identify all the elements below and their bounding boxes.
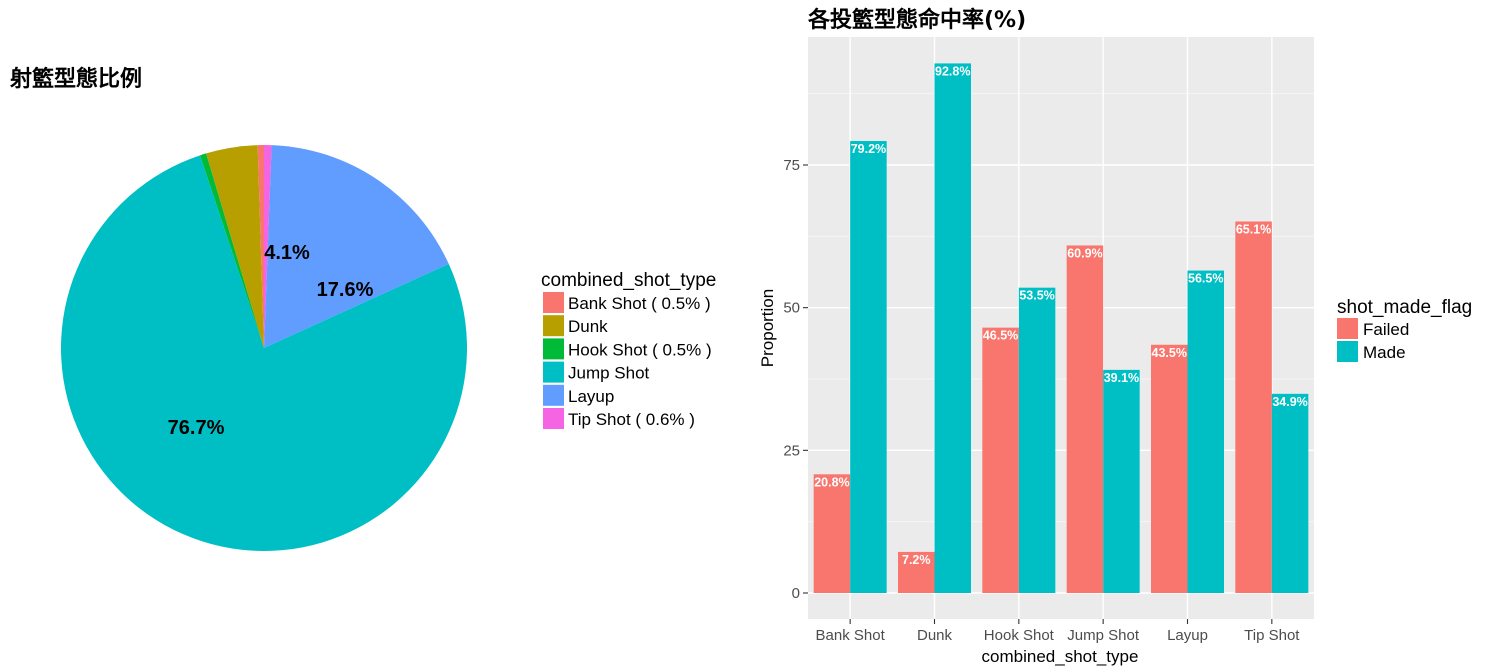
bar-legend: shot_made_flag Failed Made <box>1337 297 1472 362</box>
pie-title: 射籃型態比例 <box>9 66 142 92</box>
pie-slice-hook-shot <box>200 153 264 348</box>
bars <box>813 63 1309 594</box>
y-tick-label: 75 <box>783 157 800 174</box>
pie-legend-label-dunk: Dunk <box>568 317 608 336</box>
pie-labels: 4.1% 17.6% 76.7% <box>168 242 374 439</box>
x-tick-label-dunk: Dunk <box>917 627 953 644</box>
bar-failed-bank-shot <box>813 474 851 593</box>
bar-label-made-tip-shot: 34.9% <box>1272 395 1307 409</box>
pie-legend-label-jump-shot: Jump Shot <box>568 364 650 383</box>
pie-slice-jump-shot <box>61 155 468 551</box>
bar-chart: 各投籃型態命中率(%) 20.8% 79.2% 7.2% 92.8% 46.5% 53.5… <box>758 7 1472 666</box>
x-tick-label-tip-shot: Tip Shot <box>1244 627 1300 644</box>
bar-made-hook-shot <box>1018 287 1056 593</box>
bar-legend-label-made: Made <box>1363 343 1406 362</box>
pie-legend: combined_shot_type Bank Shot ( 0.5% ) Dun… <box>541 270 716 429</box>
pie-legend-key-dunk <box>543 315 564 337</box>
pie-legend-key-bank-shot <box>543 292 564 313</box>
bar-legend-key-failed <box>1337 318 1358 339</box>
pie-legend-title: combined_shot_type <box>541 270 716 291</box>
bar-legend-title: shot_made_flag <box>1337 297 1472 318</box>
pie-slice-tip-shot <box>264 145 272 348</box>
x-tick-label-jump-shot: Jump Shot <box>1067 627 1140 644</box>
bar-label-failed-bank-shot: 20.8% <box>814 475 849 489</box>
bar-label-made-bank-shot: 79.2% <box>851 142 886 156</box>
pie-legend-label-bank-shot: Bank Shot ( 0.5% ) <box>568 294 711 313</box>
bar-made-dunk <box>934 63 971 594</box>
bar-made-layup <box>1187 270 1224 593</box>
bar-label-failed-dunk: 7.2% <box>902 553 931 567</box>
pie-slice-dunk <box>206 145 264 348</box>
bar-made-jump-shot <box>1103 369 1140 593</box>
pie-legend-key-layup <box>543 384 564 406</box>
x-tick-label-bank-shot: Bank Shot <box>816 627 886 644</box>
pie-slice-layup <box>264 145 449 348</box>
pie-legend-label-hook-shot: Hook Shot ( 0.5% ) <box>568 340 712 359</box>
pie-slice-bank-shot <box>257 145 264 348</box>
pie-label-layup: 17.6% <box>317 279 374 301</box>
pie-legend-key-hook-shot <box>543 338 564 360</box>
y-tick-label: 25 <box>783 442 800 459</box>
bar-failed-jump-shot <box>1066 245 1104 594</box>
y-axis-title: Proportion <box>758 289 777 367</box>
bar-label-made-jump-shot: 39.1% <box>1104 371 1139 385</box>
x-tick-label-layup: Layup <box>1167 627 1208 644</box>
pie-legend-key-tip-shot <box>543 408 564 429</box>
y-tick-label: 0 <box>792 585 800 602</box>
pie-label-dunk: 4.1% <box>264 242 310 264</box>
bar-label-failed-hook-shot: 46.5% <box>983 329 1018 343</box>
bar-data-labels: 20.8% 79.2% 7.2% 92.8% 46.5% 53.5% 60.9% 39.1% 4… <box>814 64 1308 566</box>
bar-legend-label-failed: Failed <box>1363 320 1409 339</box>
bar-legend-key-made <box>1337 341 1358 362</box>
pie-legend-label-layup: Layup <box>568 387 614 406</box>
bar-failed-layup <box>1151 344 1188 593</box>
bar-label-failed-layup: 43.5% <box>1152 346 1187 360</box>
bar-failed-dunk <box>898 551 935 593</box>
y-axis: 0 25 50 75 <box>783 157 808 602</box>
bar-made-bank-shot <box>850 141 887 594</box>
pie-chart: 射籃型態比例 4.1% 17.6% 76.7% combined_shot_type… <box>9 66 716 551</box>
pie-slices <box>61 145 468 551</box>
pie-legend-key-jump-shot <box>543 361 564 383</box>
pie-legend-label-tip-shot: Tip Shot ( 0.6% ) <box>568 410 695 429</box>
pie-label-jump-shot: 76.7% <box>168 417 225 439</box>
bar-failed-tip-shot <box>1235 221 1272 593</box>
y-tick-label: 50 <box>783 300 800 317</box>
bar-label-failed-jump-shot: 60.9% <box>1067 246 1102 260</box>
x-axis-title: combined_shot_type <box>982 647 1139 666</box>
x-tick-label-hook-shot: Hook Shot <box>984 627 1055 644</box>
bar-label-failed-tip-shot: 65.1% <box>1236 222 1271 236</box>
bar-label-made-dunk: 92.8% <box>935 64 970 78</box>
x-axis: Bank Shot Dunk Hook Shot Jump Shot Layup Tip … <box>816 619 1300 644</box>
bar-label-made-layup: 56.5% <box>1188 272 1223 286</box>
bar-failed-hook-shot <box>982 327 1019 593</box>
bar-made-tip-shot <box>1271 393 1309 593</box>
bar-title: 各投籃型態命中率(%) <box>807 7 1026 33</box>
bar-label-made-hook-shot: 53.5% <box>1019 289 1054 303</box>
